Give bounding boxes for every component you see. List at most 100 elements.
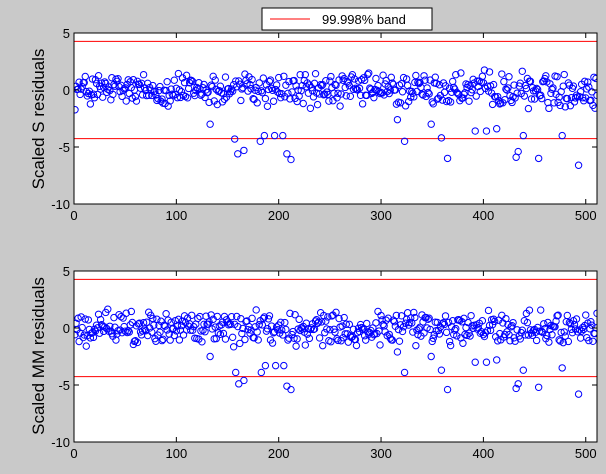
data-point bbox=[258, 88, 267, 97]
data-point bbox=[316, 80, 325, 89]
data-point bbox=[386, 334, 394, 342]
data-point bbox=[125, 328, 133, 336]
data-point bbox=[184, 84, 193, 93]
data-point bbox=[444, 96, 453, 105]
data-point bbox=[249, 95, 257, 103]
data-point-outlier bbox=[443, 385, 452, 394]
data-point bbox=[480, 66, 489, 74]
data-point-outlier bbox=[234, 150, 242, 158]
data-point bbox=[566, 102, 575, 110]
data-point bbox=[142, 318, 151, 326]
data-point bbox=[415, 79, 423, 88]
data-point bbox=[290, 334, 298, 342]
data-point bbox=[313, 319, 322, 327]
data-point bbox=[132, 97, 141, 105]
data-point bbox=[117, 312, 125, 321]
data-point bbox=[133, 338, 142, 347]
data-point bbox=[342, 320, 350, 328]
data-point bbox=[398, 327, 407, 336]
data-point-outlier bbox=[427, 352, 435, 361]
data-point bbox=[560, 328, 568, 336]
data-point bbox=[315, 334, 324, 342]
data-point bbox=[573, 328, 582, 336]
data-point bbox=[170, 331, 179, 340]
data-point bbox=[459, 339, 467, 347]
data-point bbox=[410, 93, 418, 101]
data-point bbox=[74, 106, 79, 114]
data-point bbox=[238, 329, 246, 338]
data-point-outlier bbox=[230, 135, 239, 143]
data-point bbox=[322, 77, 330, 85]
data-point bbox=[445, 84, 454, 93]
data-point bbox=[259, 74, 268, 82]
data-point bbox=[526, 77, 535, 86]
data-point bbox=[588, 88, 596, 96]
data-point-outlier bbox=[287, 385, 295, 394]
data-point bbox=[188, 76, 196, 85]
data-point bbox=[410, 308, 418, 317]
data-point-outlier bbox=[512, 384, 520, 393]
data-point bbox=[250, 334, 258, 342]
data-point bbox=[267, 322, 276, 330]
data-point bbox=[295, 315, 303, 324]
data-point bbox=[95, 329, 104, 337]
data-point bbox=[275, 73, 283, 82]
data-point bbox=[545, 338, 553, 346]
data-point bbox=[198, 338, 206, 346]
data-point bbox=[220, 95, 229, 103]
data-point-outlier bbox=[240, 376, 248, 385]
data-point bbox=[504, 84, 512, 92]
data-point bbox=[385, 89, 393, 98]
data-point bbox=[225, 319, 234, 328]
data-point bbox=[197, 91, 205, 99]
data-point bbox=[80, 331, 88, 339]
data-point bbox=[439, 318, 448, 327]
legend[interactable]: 99.998% band bbox=[261, 7, 433, 31]
data-point bbox=[227, 312, 236, 321]
data-point bbox=[332, 308, 340, 317]
data-point bbox=[446, 341, 455, 350]
data-point bbox=[229, 343, 238, 351]
data-point bbox=[277, 93, 285, 102]
data-point bbox=[151, 87, 159, 96]
data-point bbox=[386, 86, 394, 94]
data-point-outlier bbox=[493, 125, 501, 133]
data-point bbox=[372, 319, 380, 327]
data-point-outlier bbox=[574, 161, 583, 169]
plot-content bbox=[74, 40, 597, 169]
data-point bbox=[106, 322, 114, 330]
data-point bbox=[321, 90, 329, 98]
data-point bbox=[257, 87, 265, 95]
data-point bbox=[446, 98, 455, 106]
data-point bbox=[77, 313, 85, 321]
data-point bbox=[392, 311, 401, 320]
data-point bbox=[207, 81, 215, 89]
data-point bbox=[494, 92, 502, 101]
data-point-outlier bbox=[437, 134, 446, 142]
x-tick-label: 200 bbox=[268, 208, 290, 223]
data-point bbox=[168, 90, 176, 98]
data-point bbox=[381, 328, 389, 336]
data-point bbox=[530, 95, 539, 103]
data-point bbox=[560, 70, 568, 79]
data-point bbox=[89, 333, 98, 342]
data-point bbox=[425, 314, 433, 322]
data-point-outlier bbox=[260, 131, 269, 140]
data-point bbox=[324, 313, 332, 321]
data-point bbox=[233, 312, 241, 321]
data-point bbox=[587, 318, 595, 326]
plot-area bbox=[74, 33, 597, 204]
data-point bbox=[104, 305, 112, 313]
data-point bbox=[319, 341, 327, 350]
data-point bbox=[82, 342, 90, 350]
data-point bbox=[121, 327, 129, 335]
data-point bbox=[255, 79, 263, 87]
data-point bbox=[150, 321, 158, 329]
data-point bbox=[297, 86, 305, 95]
y-tick-label: -5 bbox=[58, 140, 70, 155]
data-point bbox=[234, 322, 242, 331]
data-point bbox=[266, 76, 275, 84]
data-point bbox=[166, 336, 174, 344]
data-point bbox=[484, 306, 493, 315]
x-tick-label: 0 bbox=[70, 208, 77, 223]
